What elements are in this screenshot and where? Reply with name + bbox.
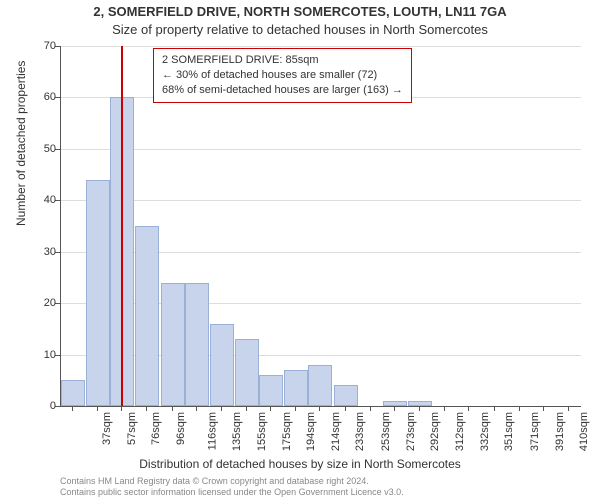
x-tick-mark — [97, 406, 98, 411]
x-tick-label: 273sqm — [405, 412, 417, 451]
x-tick-mark — [196, 406, 197, 411]
x-tick-mark — [543, 406, 544, 411]
x-tick-mark — [295, 406, 296, 411]
x-tick-label: 371sqm — [529, 412, 541, 451]
x-tick-label: 175sqm — [281, 412, 293, 451]
x-tick-mark — [146, 406, 147, 411]
histogram-bar — [161, 283, 185, 406]
y-tick-label: 50 — [30, 143, 56, 155]
histogram-bar — [284, 370, 308, 406]
histogram-bar — [235, 339, 259, 406]
y-tick-label: 70 — [30, 40, 56, 52]
histogram-bar — [185, 283, 209, 406]
x-tick-mark — [72, 406, 73, 411]
x-tick-mark — [370, 406, 371, 411]
footer-line-2: Contains public sector information licen… — [60, 487, 404, 498]
histogram-bar — [308, 365, 332, 406]
plot-area: 2 SOMERFIELD DRIVE: 85sqm ← 30% of detac… — [60, 46, 581, 407]
histogram-bar — [408, 401, 432, 406]
chart-container: 2, SOMERFIELD DRIVE, NORTH SOMERCOTES, L… — [0, 0, 600, 500]
x-tick-mark — [172, 406, 173, 411]
x-tick-mark — [121, 406, 122, 411]
footer: Contains HM Land Registry data © Crown c… — [60, 476, 404, 498]
x-tick-mark — [246, 406, 247, 411]
y-axis-label: Number of detached properties — [14, 61, 28, 226]
x-tick-mark — [444, 406, 445, 411]
x-tick-mark — [419, 406, 420, 411]
y-tick-label: 30 — [30, 246, 56, 258]
histogram-bar — [259, 375, 283, 406]
x-tick-mark — [468, 406, 469, 411]
title-address: 2, SOMERFIELD DRIVE, NORTH SOMERCOTES, L… — [0, 4, 600, 19]
y-tick-label: 0 — [30, 400, 56, 412]
grid-line — [61, 149, 581, 150]
annotation-line-2: ← 30% of detached houses are smaller (72… — [162, 68, 403, 83]
histogram-bar — [86, 180, 110, 406]
x-tick-label: 214sqm — [331, 412, 343, 451]
y-tick-label: 20 — [30, 297, 56, 309]
x-tick-label: 292sqm — [429, 412, 441, 451]
grid-line — [61, 200, 581, 201]
x-tick-mark — [221, 406, 222, 411]
x-tick-mark — [270, 406, 271, 411]
x-tick-mark — [494, 406, 495, 411]
x-tick-label: 332sqm — [479, 412, 491, 451]
annotation-box: 2 SOMERFIELD DRIVE: 85sqm ← 30% of detac… — [153, 48, 412, 103]
histogram-bar — [135, 226, 159, 406]
x-tick-mark — [345, 406, 346, 411]
x-tick-label: 410sqm — [578, 412, 590, 451]
histogram-bar — [61, 380, 85, 406]
y-tick-label: 60 — [30, 91, 56, 103]
annotation-line-3: 68% of semi-detached houses are larger (… — [162, 83, 403, 98]
x-tick-label: 57sqm — [126, 412, 138, 445]
x-tick-label: 312sqm — [454, 412, 466, 451]
x-tick-label: 96sqm — [175, 412, 187, 445]
chart-area: 2 SOMERFIELD DRIVE: 85sqm ← 30% of detac… — [60, 46, 580, 406]
x-axis-label: Distribution of detached houses by size … — [0, 457, 600, 471]
x-tick-label: 253sqm — [380, 412, 392, 451]
x-tick-label: 116sqm — [206, 412, 218, 450]
x-tick-label: 155sqm — [256, 412, 268, 451]
marker-line — [121, 46, 123, 406]
annotation-line-1: 2 SOMERFIELD DRIVE: 85sqm — [162, 53, 403, 68]
x-tick-mark — [568, 406, 569, 411]
x-tick-label: 37sqm — [101, 412, 113, 445]
x-tick-label: 233sqm — [355, 412, 367, 451]
histogram-bar — [383, 401, 407, 406]
footer-line-1: Contains HM Land Registry data © Crown c… — [60, 476, 404, 487]
x-tick-label: 391sqm — [554, 412, 566, 451]
x-tick-label: 194sqm — [305, 412, 317, 451]
x-tick-mark — [519, 406, 520, 411]
histogram-bar — [334, 385, 358, 406]
y-tick-label: 40 — [30, 194, 56, 206]
x-tick-label: 135sqm — [231, 412, 243, 451]
x-tick-label: 76sqm — [150, 412, 162, 445]
x-tick-mark — [319, 406, 320, 411]
y-tick-label: 10 — [30, 349, 56, 361]
histogram-bar — [210, 324, 234, 406]
x-tick-mark — [394, 406, 395, 411]
grid-line — [61, 46, 581, 47]
title-subtitle: Size of property relative to detached ho… — [0, 22, 600, 37]
x-tick-label: 351sqm — [503, 412, 515, 451]
